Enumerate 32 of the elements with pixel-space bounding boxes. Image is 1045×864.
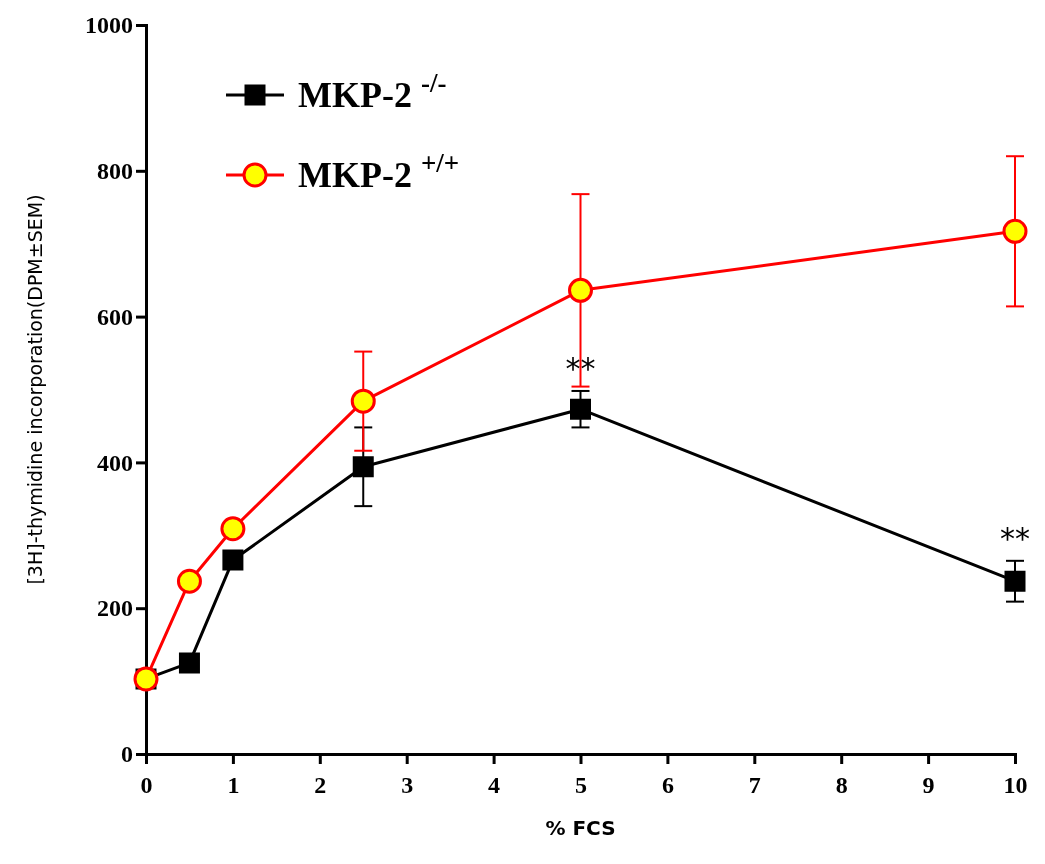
- point: [352, 456, 374, 478]
- x-tick-label: 9: [922, 772, 935, 799]
- point: [568, 277, 593, 303]
- point: [1004, 570, 1026, 592]
- point: [178, 652, 200, 674]
- x-tick-label: 10: [1003, 772, 1028, 799]
- x-tick-label: 0: [140, 772, 153, 799]
- point: [220, 516, 246, 542]
- x-axis-title: % FCS: [545, 816, 616, 840]
- point: [570, 398, 591, 420]
- y-tick-label: 400: [97, 449, 133, 476]
- y-tick-label: 0: [121, 741, 133, 768]
- y-axis-title: [3H]-thymidine incorporation(DPM±SEM): [24, 194, 46, 585]
- x-tick-label: 2: [314, 772, 327, 799]
- annotation: **: [1000, 520, 1030, 556]
- legend-label: MKP-2 $^{+/+}$: [298, 148, 460, 195]
- point: [350, 388, 376, 414]
- y-tick-label: 600: [97, 303, 133, 330]
- x-tick-label: 3: [401, 772, 414, 799]
- x-tick-label: 6: [661, 772, 674, 799]
- x-tick-label: 7: [748, 772, 761, 799]
- point: [1002, 218, 1028, 244]
- y-tick-label: 800: [97, 157, 133, 184]
- y-tick-label: 1000: [85, 12, 133, 39]
- legend-label: MKP-2 $^{-/-}$: [298, 68, 447, 115]
- x-tick-label: 8: [835, 772, 848, 799]
- point: [222, 549, 244, 571]
- x-tick-label: 5: [575, 772, 587, 799]
- point: [176, 568, 202, 594]
- x-tick-label: 4: [488, 772, 501, 799]
- y-tick-label: 200: [97, 595, 133, 622]
- x-tick-label: 1: [227, 772, 240, 799]
